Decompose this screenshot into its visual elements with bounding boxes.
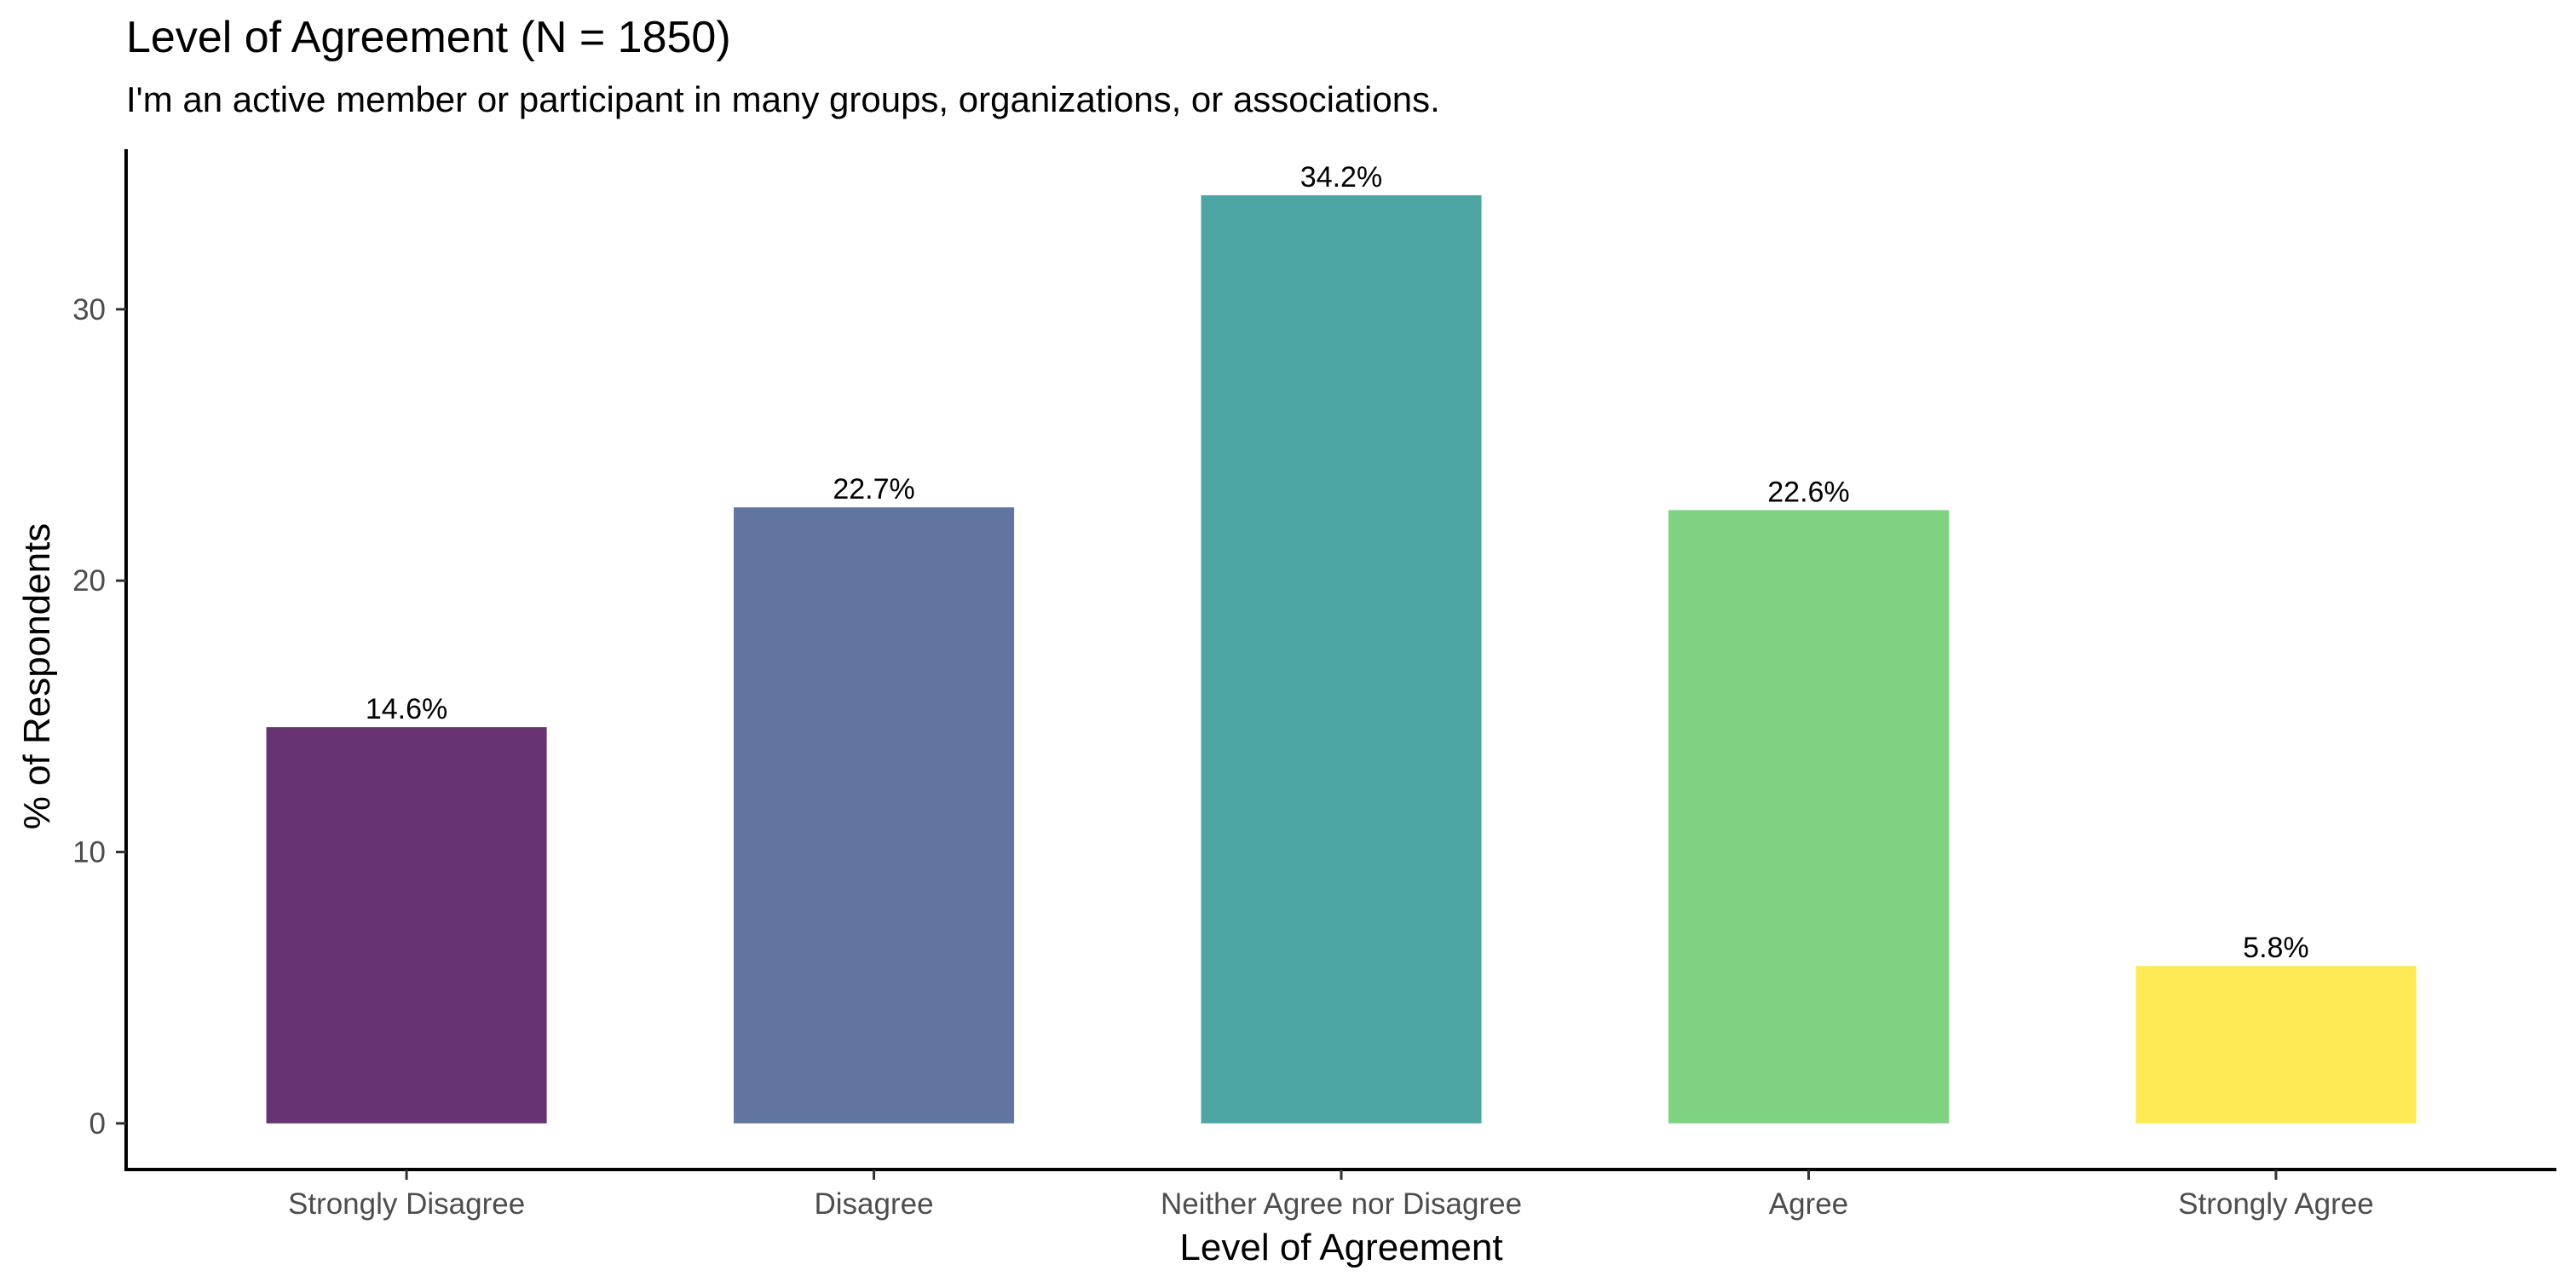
y-axis-title: % of Respondents [16, 523, 58, 830]
bar-1 [266, 727, 547, 1123]
x-tick-label-3: Neither Agree nor Disagree [1161, 1187, 1522, 1221]
data-label-2: 22.7% [833, 473, 914, 505]
bar-5 [2135, 966, 2417, 1123]
x-tick-label-1: Strongly Disagree [288, 1187, 525, 1221]
data-labels-layer: 14.6% 22.7% 34.2% 22.6% 5.8% [366, 161, 2309, 964]
y-tick-label-20: 20 [72, 564, 106, 598]
data-label-4: 22.6% [1767, 476, 1849, 508]
data-label-5: 5.8% [2243, 932, 2309, 964]
y-tick-label-10: 10 [72, 836, 106, 869]
data-label-1: 14.6% [366, 693, 447, 725]
y-tick-label-30: 30 [72, 293, 106, 326]
y-ticks-layer: 0 10 20 30 [72, 293, 126, 1141]
bar-4 [1668, 510, 1949, 1123]
x-ticks-layer: Strongly Disagree Disagree Neither Agree n… [288, 1170, 2374, 1221]
x-tick-label-5: Strongly Agree [2178, 1187, 2374, 1221]
chart-title: Level of Agreement (N = 1850) [126, 13, 731, 62]
bars-layer [266, 195, 2417, 1123]
chart-subtitle: I'm an active member or participant in m… [126, 79, 1440, 119]
x-axis-title: Level of Agreement [1179, 1227, 1502, 1268]
data-label-3: 34.2% [1300, 161, 1382, 193]
y-tick-label-0: 0 [89, 1107, 106, 1141]
x-tick-label-4: Agree [1769, 1187, 1848, 1221]
bar-2 [734, 507, 1015, 1123]
bar-3 [1201, 195, 1482, 1123]
x-tick-label-2: Disagree [814, 1187, 933, 1221]
